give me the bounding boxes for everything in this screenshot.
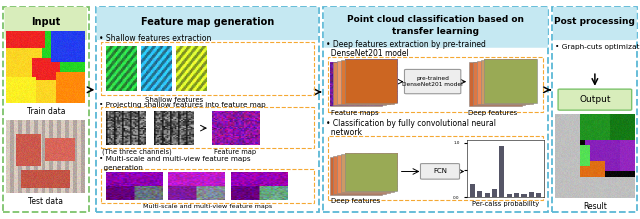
Text: • Classification by fully convolutional neural: • Classification by fully convolutional … xyxy=(326,119,496,128)
Text: Output: Output xyxy=(579,95,611,104)
Text: Input: Input xyxy=(31,17,60,27)
Text: Train data: Train data xyxy=(26,107,65,116)
Bar xyxy=(341,60,394,104)
Text: Deep features: Deep features xyxy=(468,110,517,116)
Text: FCN: FCN xyxy=(433,168,447,174)
FancyBboxPatch shape xyxy=(4,7,87,40)
Text: Per-calss probability: Per-calss probability xyxy=(472,201,539,207)
FancyBboxPatch shape xyxy=(97,7,318,40)
Text: Deep features: Deep features xyxy=(331,198,380,205)
Bar xyxy=(345,59,397,103)
Text: • Shallow features extraction: • Shallow features extraction xyxy=(99,34,212,43)
Text: network: network xyxy=(326,128,362,137)
Bar xyxy=(101,42,314,95)
Bar xyxy=(337,61,390,104)
Text: Shallow features: Shallow features xyxy=(145,97,203,103)
Bar xyxy=(469,62,522,106)
Bar xyxy=(330,62,382,106)
Bar xyxy=(328,136,543,200)
Text: (The three channels): (The three channels) xyxy=(102,149,172,155)
Text: • Projecting shallow features into feature map: • Projecting shallow features into featu… xyxy=(99,102,266,108)
Bar xyxy=(337,155,390,193)
Bar xyxy=(333,156,386,194)
Bar xyxy=(323,7,548,212)
FancyBboxPatch shape xyxy=(558,89,632,110)
Text: • Graph-cuts optimization: • Graph-cuts optimization xyxy=(555,44,640,50)
Bar xyxy=(481,60,533,104)
FancyBboxPatch shape xyxy=(420,164,460,179)
Text: Feature maps: Feature maps xyxy=(332,110,379,116)
Text: Post processing: Post processing xyxy=(554,17,636,26)
Text: Multi-scale and multi-view feature maps: Multi-scale and multi-view feature maps xyxy=(143,205,272,209)
Bar xyxy=(101,107,314,148)
Bar xyxy=(552,7,637,212)
Bar xyxy=(333,62,386,105)
Text: Point cloud classification based on
transfer learning: Point cloud classification based on tran… xyxy=(348,15,524,37)
Text: Feature map: Feature map xyxy=(214,149,257,155)
Text: generation: generation xyxy=(99,164,143,171)
Text: • Deep features extraction by pre-trained: • Deep features extraction by pre-traine… xyxy=(326,40,486,49)
Bar xyxy=(341,154,394,192)
Text: • Multi-scale and multi-view feature maps: • Multi-scale and multi-view feature map… xyxy=(99,156,251,162)
Text: Feature map generation: Feature map generation xyxy=(141,17,274,27)
Bar xyxy=(345,153,397,191)
Bar xyxy=(330,157,382,195)
Bar xyxy=(101,169,314,203)
Bar xyxy=(328,57,543,112)
Bar xyxy=(96,7,319,212)
Bar xyxy=(3,7,89,212)
FancyBboxPatch shape xyxy=(553,7,637,40)
Text: Result: Result xyxy=(583,202,607,211)
FancyBboxPatch shape xyxy=(404,69,461,94)
FancyBboxPatch shape xyxy=(324,7,548,48)
Text: pre-trained
DenseNet201 model: pre-trained DenseNet201 model xyxy=(403,76,463,87)
Text: Test data: Test data xyxy=(28,197,63,206)
Bar xyxy=(473,62,525,105)
Bar xyxy=(477,61,529,104)
Text: DenseNet201 model: DenseNet201 model xyxy=(326,49,408,58)
Bar xyxy=(484,59,537,103)
